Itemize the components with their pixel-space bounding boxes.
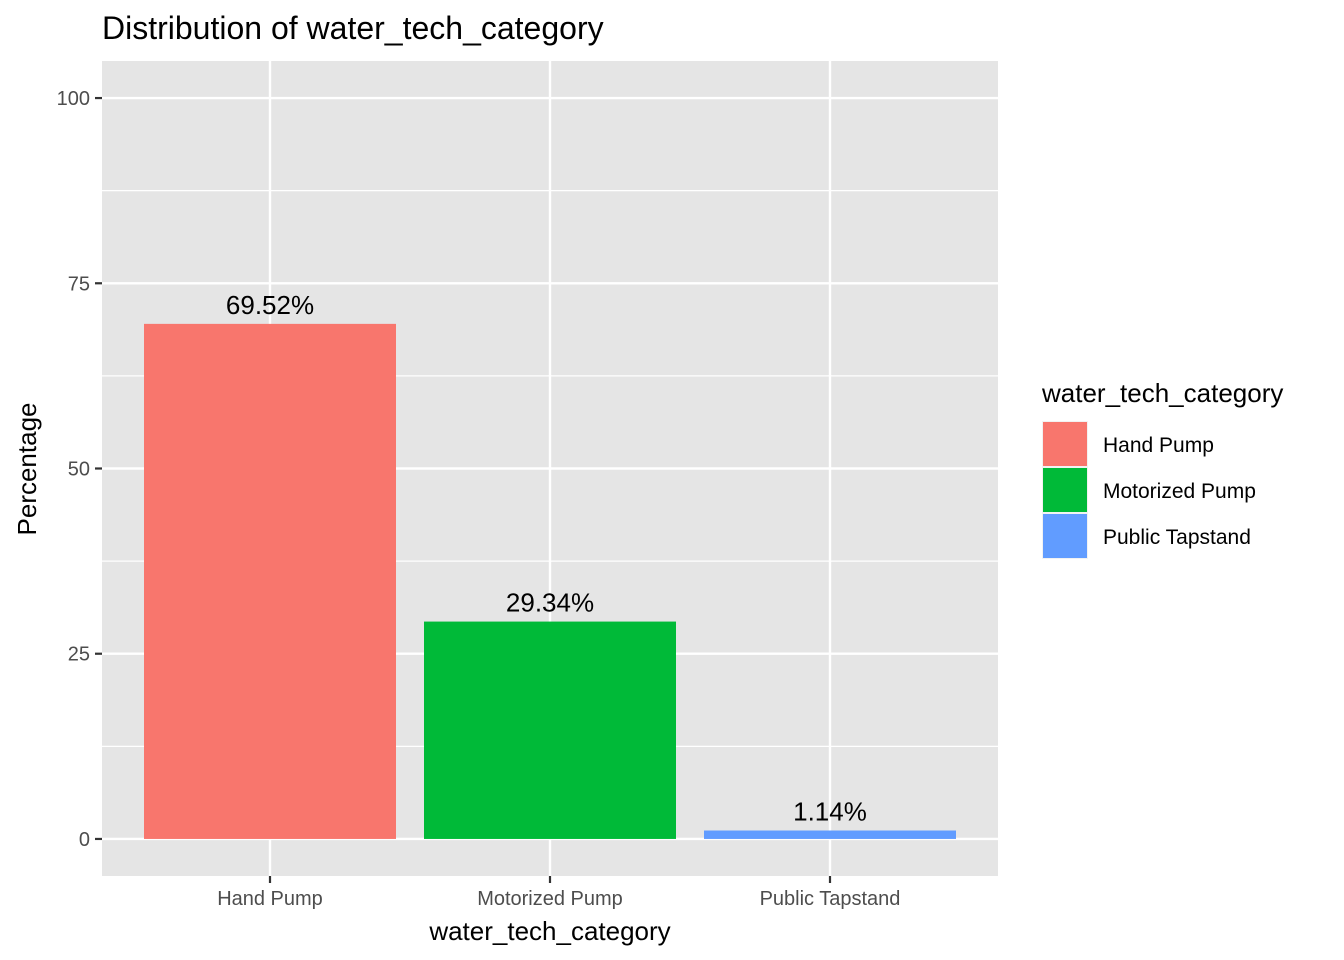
bars <box>144 323 956 839</box>
legend-item-label: Public Tapstand <box>1103 526 1251 549</box>
x-axis: Hand Pump Motorized Pump Public Tapstand <box>217 876 900 910</box>
y-axis-title: Percentage <box>12 403 42 536</box>
y-tick-label: 100 <box>57 88 90 110</box>
legend: water_tech_category Hand Pump Motorized P… <box>1041 378 1283 559</box>
bar-data-label: 29.34% <box>506 588 594 618</box>
x-tick-label: Public Tapstand <box>760 888 901 910</box>
bar-data-label: 1.14% <box>793 797 867 827</box>
bar <box>704 830 956 839</box>
legend-key <box>1043 514 1087 558</box>
y-tick-label: 0 <box>79 829 90 851</box>
legend-item-label: Hand Pump <box>1103 434 1214 457</box>
bar <box>144 323 396 839</box>
y-tick-label: 50 <box>68 459 90 481</box>
x-tick-label: Motorized Pump <box>477 888 623 910</box>
legend-key <box>1043 422 1087 466</box>
bar-data-label: 69.52% <box>226 290 314 320</box>
y-tick-label: 75 <box>68 273 90 295</box>
legend-title: water_tech_category <box>1041 378 1283 408</box>
data-labels: 69.52% 29.34% 1.14% <box>226 290 867 827</box>
legend-item-label: Motorized Pump <box>1103 480 1256 503</box>
y-tick-label: 25 <box>68 644 90 666</box>
x-axis-title: water_tech_category <box>428 916 670 946</box>
bar <box>424 621 676 839</box>
legend-key <box>1043 468 1087 512</box>
x-tick-label: Hand Pump <box>217 888 323 910</box>
y-axis: 0 25 50 75 100 <box>57 88 102 851</box>
chart-title: Distribution of water_tech_category <box>102 10 604 46</box>
